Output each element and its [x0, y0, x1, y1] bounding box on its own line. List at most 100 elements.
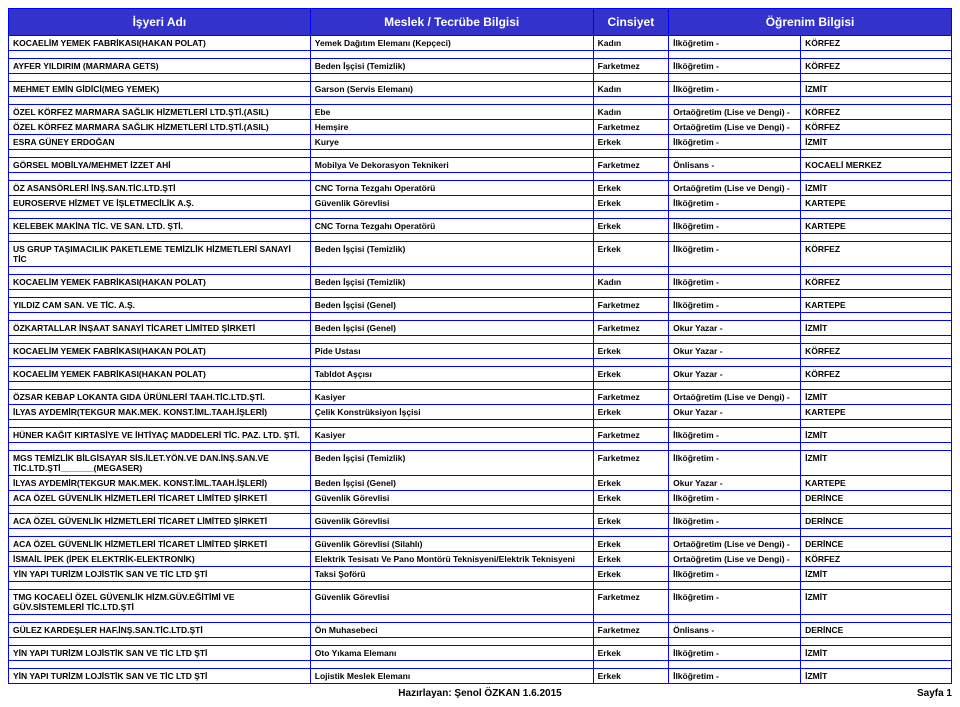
table-row: HÜNER KAĞIT KIRTASİYE VE İHTİYAÇ MADDELE… — [9, 428, 952, 443]
table-cell: Erkek — [593, 405, 668, 420]
table-cell: Erkek — [593, 135, 668, 150]
table-cell: Okur Yazar - — [669, 476, 801, 491]
table-cell: Kurye — [310, 135, 593, 150]
footer-page-number: Sayfa 1 — [917, 688, 952, 699]
table-cell: KOCAELİM YEMEK FABRİKASI(HAKAN POLAT) — [9, 36, 311, 51]
table-cell: KOCAELİM YEMEK FABRİKASI(HAKAN POLAT) — [9, 275, 311, 290]
table-row: ACA ÖZEL GÜVENLİK HİZMETLERİ TİCARET LİM… — [9, 537, 952, 552]
table-cell: İlköğretim - — [669, 669, 801, 684]
table-cell: EUROSERVE HİZMET VE İŞLETMECİLİK A.Ş. — [9, 196, 311, 211]
group-spacer — [9, 359, 952, 367]
table-cell: İlköğretim - — [669, 451, 801, 476]
table-cell: İZMİT — [801, 181, 952, 196]
table-cell: İZMİT — [801, 428, 952, 443]
table-row: KOCAELİM YEMEK FABRİKASI(HAKAN POLAT)Pid… — [9, 344, 952, 359]
group-spacer — [9, 382, 952, 390]
table-cell: ÖZSAR KEBAP LOKANTA GIDA ÜRÜNLERİ TAAH.T… — [9, 390, 311, 405]
table-cell: Erkek — [593, 344, 668, 359]
table-row: YİN YAPI TURİZM LOJİSTİK SAN VE TİC LTD … — [9, 669, 952, 684]
table-cell: DERİNCE — [801, 623, 952, 638]
table-cell: Güvenlik Görevlisi — [310, 590, 593, 615]
table-cell: KÖRFEZ — [801, 275, 952, 290]
table-cell: Farketmez — [593, 59, 668, 74]
table-cell: Ortaöğretim (Lise ve Dengi) - — [669, 120, 801, 135]
table-cell: İlköğretim - — [669, 590, 801, 615]
table-cell: Beden İşçisi (Genel) — [310, 321, 593, 336]
table-cell: GÜLEZ KARDEŞLER HAF.İNŞ.SAN.TİC.LTD.ŞTİ — [9, 623, 311, 638]
table-cell: İlköğretim - — [669, 135, 801, 150]
table-cell: KÖRFEZ — [801, 36, 952, 51]
table-cell: Erkek — [593, 537, 668, 552]
table-cell: İZMİT — [801, 135, 952, 150]
table-row: MEHMET EMİN GİDİCİ(MEG YEMEK)Garson (Ser… — [9, 82, 952, 97]
group-spacer — [9, 582, 952, 590]
table-cell: ÖZKARTALLAR İNŞAAT SANAYİ TİCARET LİMİTE… — [9, 321, 311, 336]
table-cell: KARTEPE — [801, 196, 952, 211]
table-cell: İZMİT — [801, 390, 952, 405]
table-cell: İlköğretim - — [669, 646, 801, 661]
table-cell: Beden İşçisi (Temizlik) — [310, 275, 593, 290]
table-cell: Tabldot Aşçısı — [310, 367, 593, 382]
group-spacer — [9, 313, 952, 321]
table-cell: Okur Yazar - — [669, 321, 801, 336]
table-cell: DERİNCE — [801, 514, 952, 529]
table-cell: Elektrik Tesisatı Ve Pano Montörü Teknis… — [310, 552, 593, 567]
table-row: KOCAELİM YEMEK FABRİKASI(HAKAN POLAT)Yem… — [9, 36, 952, 51]
table-cell: İlköğretim - — [669, 428, 801, 443]
table-cell: Pide Ustası — [310, 344, 593, 359]
header-company: İşyeri Adı — [9, 9, 311, 36]
page-footer: Hazırlayan: Şenol ÖZKAN 1.6.2015 Sayfa 1 — [8, 688, 952, 699]
table-row: ÖZ ASANSÖRLERİ İNŞ.SAN.TİC.LTD.ŞTİCNC To… — [9, 181, 952, 196]
table-cell: Erkek — [593, 567, 668, 582]
table-cell: İlköğretim - — [669, 242, 801, 267]
table-row: EUROSERVE HİZMET VE İŞLETMECİLİK A.Ş.Güv… — [9, 196, 952, 211]
table-cell: Farketmez — [593, 120, 668, 135]
table-cell: Güvenlik Görevlisi — [310, 491, 593, 506]
table-cell: KÖRFEZ — [801, 552, 952, 567]
table-row: YİN YAPI TURİZM LOJİSTİK SAN VE TİC LTD … — [9, 646, 952, 661]
table-cell: İZMİT — [801, 669, 952, 684]
group-spacer — [9, 529, 952, 537]
table-cell: ACA ÖZEL GÜVENLİK HİZMETLERİ TİCARET LİM… — [9, 537, 311, 552]
table-cell: İZMİT — [801, 451, 952, 476]
table-cell: CNC Torna Tezgahı Operatörü — [310, 181, 593, 196]
table-cell: Önlisans - — [669, 623, 801, 638]
table-cell: GÖRSEL MOBİLYA/MEHMET İZZET AHİ — [9, 158, 311, 173]
table-cell: Kadın — [593, 82, 668, 97]
table-cell: KARTEPE — [801, 476, 952, 491]
group-spacer — [9, 150, 952, 158]
group-spacer — [9, 615, 952, 623]
table-row: GÖRSEL MOBİLYA/MEHMET İZZET AHİMobilya V… — [9, 158, 952, 173]
table-row: İLYAS AYDEMİR(TEKGUR MAK.MEK. KONST.İML.… — [9, 405, 952, 420]
table-cell: ÖZ ASANSÖRLERİ İNŞ.SAN.TİC.LTD.ŞTİ — [9, 181, 311, 196]
group-spacer — [9, 443, 952, 451]
table-cell: Çelik Konstrüksiyon İşçisi — [310, 405, 593, 420]
table-cell: İZMİT — [801, 82, 952, 97]
group-spacer — [9, 211, 952, 219]
group-spacer — [9, 267, 952, 275]
table-row: ÖZEL KÖRFEZ MARMARA SAĞLIK HİZMETLERİ LT… — [9, 120, 952, 135]
table-cell: Lojistik Meslek Elemanı — [310, 669, 593, 684]
table-cell: ACA ÖZEL GÜVENLİK HİZMETLERİ TİCARET LİM… — [9, 514, 311, 529]
table-cell: Ebe — [310, 105, 593, 120]
table-cell: Kadın — [593, 275, 668, 290]
table-cell: Ortaöğretim (Lise ve Dengi) - — [669, 390, 801, 405]
table-cell: Ortaöğretim (Lise ve Dengi) - — [669, 537, 801, 552]
table-cell: Farketmez — [593, 158, 668, 173]
table-row: KOCAELİM YEMEK FABRİKASI(HAKAN POLAT)Bed… — [9, 275, 952, 290]
table-cell: KARTEPE — [801, 298, 952, 313]
table-cell: Erkek — [593, 646, 668, 661]
table-cell: İlköğretim - — [669, 514, 801, 529]
table-cell: Taksi Şoförü — [310, 567, 593, 582]
table-cell: Ortaöğretim (Lise ve Dengi) - — [669, 552, 801, 567]
table-cell: Oto Yıkama Elemanı — [310, 646, 593, 661]
table-cell: Erkek — [593, 514, 668, 529]
table-cell: US GRUP TAŞIMACILIK PAKETLEME TEMİZLİK H… — [9, 242, 311, 267]
table-cell: KÖRFEZ — [801, 120, 952, 135]
table-cell: MGS TEMİZLİK BİLGİSAYAR SİS.İLET.YÖN.VE … — [9, 451, 311, 476]
table-row: İLYAS AYDEMİR(TEKGUR MAK.MEK. KONST.İML.… — [9, 476, 952, 491]
table-cell: YİN YAPI TURİZM LOJİSTİK SAN VE TİC LTD … — [9, 669, 311, 684]
table-cell: Okur Yazar - — [669, 344, 801, 359]
table-cell: Farketmez — [593, 428, 668, 443]
header-job: Meslek / Tecrübe Bilgisi — [310, 9, 593, 36]
